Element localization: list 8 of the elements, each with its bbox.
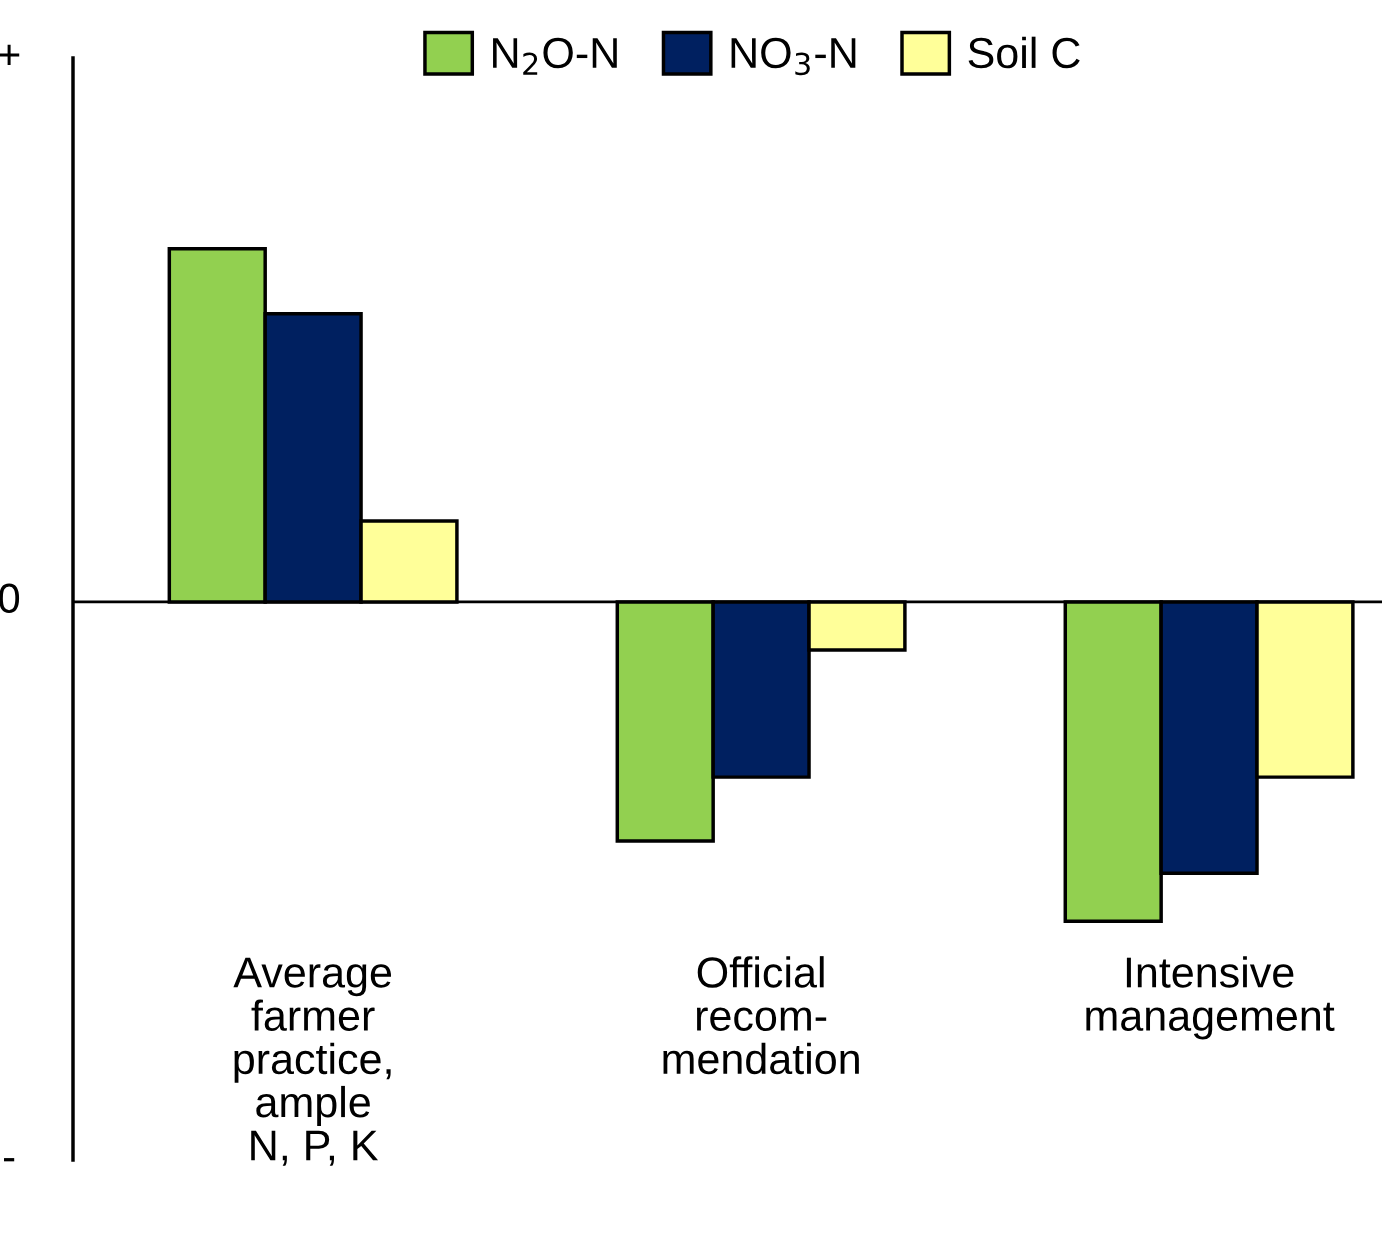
x-tick-label: Intensive management bbox=[1086, 956, 1335, 1040]
legend-label: NO$_{3}$-N bbox=[731, 37, 856, 76]
x-tick-label: Average farmer practice, ample N, P, K bbox=[233, 957, 392, 1166]
legend-label: N$_{2}$O-N bbox=[493, 37, 617, 75]
text: 0 bbox=[0, 583, 20, 614]
legend-label: Soil C bbox=[968, 36, 1080, 69]
text: - bbox=[4, 1158, 15, 1162]
x-tick-label: Official recom- mendation bbox=[663, 956, 859, 1075]
